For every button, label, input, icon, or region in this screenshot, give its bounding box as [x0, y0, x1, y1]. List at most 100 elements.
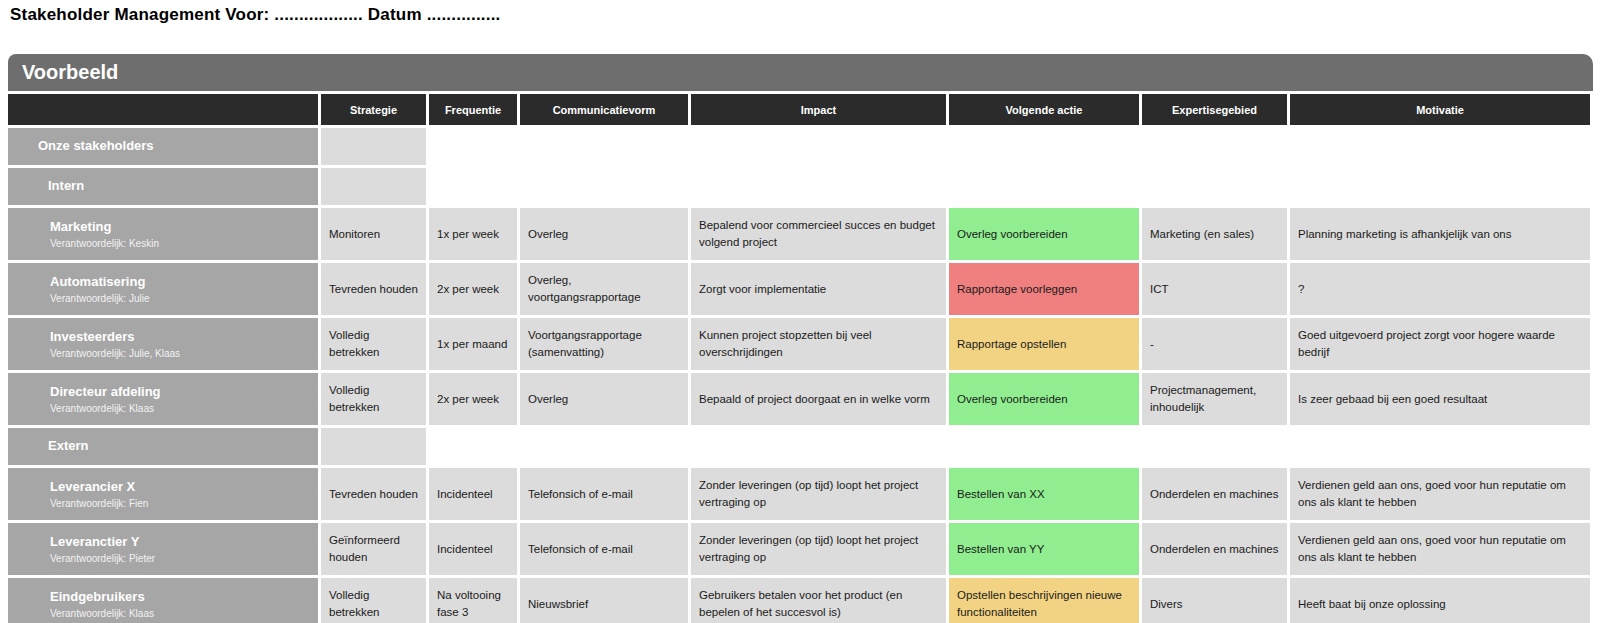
next-action-cell: Bestellen van XX [949, 468, 1139, 520]
stakeholder-cell: EindgebruikersVerantwoordelijk: Klaas [8, 578, 318, 623]
stakeholder-name: Leveranctier Y [50, 534, 317, 550]
communication-cell: Telefonsich of e-mail [520, 468, 688, 520]
communication-cell: Overleg, voortgangsrapportage [520, 263, 688, 315]
stakeholder-cell: Extern [8, 428, 318, 465]
stakeholder-name: Leverancier X [50, 479, 317, 495]
strategy-cell: Tevreden houden [321, 263, 426, 315]
blank-cell [691, 428, 946, 465]
stakeholder-row: Leveranctier Y Verantwoordelijk: Pieter Ge… [8, 523, 1590, 575]
next-action-cell: Rapportage voorleggen [949, 263, 1139, 315]
strategy-cell: Volledig betrekken [321, 318, 426, 370]
motivation-cell: Verdienen geld aan ons, goed voor hun re… [1290, 468, 1590, 520]
stakeholder-cell: Onze stakeholders [8, 128, 318, 165]
stakeholder-row: Leverancier X Verantwoordelijk: Fien Tevre… [8, 468, 1590, 520]
voorbeeld-header-label: Voorbeeld [22, 61, 118, 84]
blank-cell [949, 168, 1139, 205]
impact-cell: Gebruikers betalen voor het product (en … [691, 578, 946, 623]
blank-cell [520, 428, 688, 465]
motivation-cell: Heeft baat bij onze oplossing [1290, 578, 1590, 623]
expertise-cell: - [1142, 318, 1287, 370]
stakeholder-table-body: Onze stakeholders Intern Marketing Verantwo… [8, 128, 1590, 623]
frequency-cell: 2x per week [429, 373, 517, 425]
expertise-cell: Projectmanagement, inhoudelijk [1142, 373, 1287, 425]
next-action-cell: Overleg voorbereiden [949, 208, 1139, 260]
stakeholder-name: Directeur afdeling [50, 384, 317, 400]
impact-cell: Zonder leveringen (op tijd) loopt het pr… [691, 468, 946, 520]
blank-cell [1290, 428, 1590, 465]
communication-cell: Nieuwsbrief [520, 578, 688, 623]
motivation-cell: Verdienen geld aan ons, goed voor hun re… [1290, 523, 1590, 575]
header-frequentie: Frequentie [429, 94, 517, 125]
next-action-cell: Opstellen beschrijvingen nieuwe function… [949, 578, 1139, 623]
motivation-cell: ? [1290, 263, 1590, 315]
stakeholder-responsible: Verantwoordelijk: Klaas [50, 608, 317, 619]
header-expertisegebied: Expertisegebied [1142, 94, 1287, 125]
section-row: Intern [8, 168, 1590, 205]
header-communicatievorm: Communicatievorm [520, 94, 688, 125]
motivation-cell: Planning marketing is afhankjelijk van o… [1290, 208, 1590, 260]
blank-cell [429, 128, 517, 165]
empty-strategy-cell [321, 168, 426, 205]
stakeholder-row: InvesteerdersVerantwoordelijk: Julie, Kl… [8, 318, 1590, 370]
communication-cell: Voortgangsrapportage (samenvatting) [520, 318, 688, 370]
stakeholder-name: Marketing [50, 219, 317, 235]
communication-cell: Overleg [520, 208, 688, 260]
expertise-cell: Onderdelen en machines [1142, 468, 1287, 520]
strategy-cell: Volledig betrekken [321, 578, 426, 623]
section-row: Onze stakeholders [8, 128, 1590, 165]
expertise-cell: Divers [1142, 578, 1287, 623]
impact-cell: Zonder leveringen (op tijd) loopt het pr… [691, 523, 946, 575]
frequency-cell: Incidenteel [429, 523, 517, 575]
communication-cell: Telefonsich of e-mail [520, 523, 688, 575]
page-title: Stakeholder Management Voor: ...........… [0, 0, 1601, 25]
frequency-cell: 1x per week [429, 208, 517, 260]
stakeholder-row: EindgebruikersVerantwoordelijk: KlaasVol… [8, 578, 1590, 623]
stakeholder-responsible: Verantwoordelijk: Klaas [50, 403, 317, 414]
stakeholder-row: Marketing Verantwoordelijk: Keskin Monitor… [8, 208, 1590, 260]
stakeholder-name: Investeerders [50, 329, 317, 345]
motivation-cell: Goed uitgevoerd project zorgt voor hoger… [1290, 318, 1590, 370]
strategy-cell: Volledig betrekken [321, 373, 426, 425]
stakeholder-name: Automatisering [50, 274, 317, 290]
frequency-cell: Incidenteel [429, 468, 517, 520]
blank-cell [429, 428, 517, 465]
stakeholder-responsible: Verantwoordelijk: Julie [50, 293, 317, 304]
blank-cell [691, 128, 946, 165]
stakeholder-responsible: Verantwoordelijk: Pieter [50, 553, 317, 564]
motivation-cell: Is zeer gebaad bij een goed resultaat [1290, 373, 1590, 425]
frequency-cell: 1x per maand [429, 318, 517, 370]
stakeholder-row: Automatisering Verantwoordelijk: Julie Tev… [8, 263, 1590, 315]
next-action-cell: Bestellen van YY [949, 523, 1139, 575]
voorbeeld-header-bar: Voorbeeld [8, 54, 1593, 91]
expertise-cell: Onderdelen en machines [1142, 523, 1287, 575]
strategy-cell: Geïnformeerd houden [321, 523, 426, 575]
stakeholder-cell: InvesteerdersVerantwoordelijk: Julie, Kl… [8, 318, 318, 370]
blank-cell [520, 128, 688, 165]
strategy-cell: Tevreden houden [321, 468, 426, 520]
blank-cell [691, 168, 946, 205]
frequency-cell: Na voltooing fase 3 [429, 578, 517, 623]
stakeholder-name: Onze stakeholders [38, 138, 317, 154]
next-action-cell: Rapportage opstellen [949, 318, 1139, 370]
stakeholder-name: Intern [48, 178, 317, 194]
header-stakeholders [8, 94, 318, 125]
stakeholder-cell: Marketing Verantwoordelijk: Keskin [8, 208, 318, 260]
impact-cell: Kunnen project stopzetten bij veel overs… [691, 318, 946, 370]
stakeholder-cell: Leverancier X Verantwoordelijk: Fien [8, 468, 318, 520]
header-volgende-actie: Volgende actie [949, 94, 1139, 125]
header-strategie: Strategie [321, 94, 426, 125]
impact-cell: Bepaald of project doorgaat en in welke … [691, 373, 946, 425]
header-motivatie: Motivatie [1290, 94, 1590, 125]
blank-cell [520, 168, 688, 205]
impact-cell: Bepalend voor commercieel succes en budg… [691, 208, 946, 260]
communication-cell: Overleg [520, 373, 688, 425]
expertise-cell: Marketing (en sales) [1142, 208, 1287, 260]
impact-cell: Zorgt voor implementatie [691, 263, 946, 315]
blank-cell [949, 128, 1139, 165]
blank-cell [1142, 428, 1287, 465]
strategy-cell: Monitoren [321, 208, 426, 260]
stakeholder-responsible: Verantwoordelijk: Keskin [50, 238, 317, 249]
blank-cell [1142, 168, 1287, 205]
stakeholder-responsible: Verantwoordelijk: Fien [50, 498, 317, 509]
blank-cell [1290, 168, 1590, 205]
